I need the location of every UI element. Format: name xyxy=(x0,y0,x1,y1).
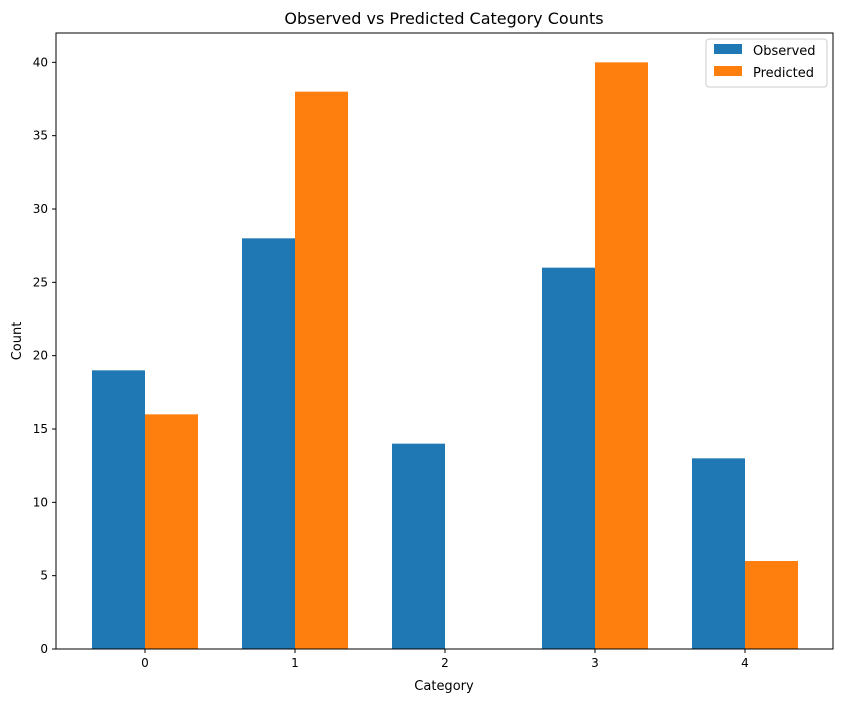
y-tick-label: 35 xyxy=(33,129,48,143)
y-tick-label: 30 xyxy=(33,202,48,216)
y-tick-label: 0 xyxy=(40,642,48,656)
y-tick-label: 10 xyxy=(33,495,48,509)
bar-observed-1 xyxy=(242,238,295,650)
y-axis-label: Count xyxy=(10,322,25,361)
y-tick-label: 25 xyxy=(33,275,48,289)
bar-predicted-1 xyxy=(295,91,348,649)
y-tick-label: 20 xyxy=(33,349,48,363)
x-axis-label: Category xyxy=(414,679,474,694)
bars-group xyxy=(92,62,798,650)
x-tick-label: 3 xyxy=(591,656,599,670)
x-tick-label: 1 xyxy=(291,656,299,670)
y-tick-label: 5 xyxy=(40,569,48,583)
bar-observed-2 xyxy=(392,443,445,649)
x-tick-label: 0 xyxy=(141,656,149,670)
bar-observed-3 xyxy=(542,267,595,649)
legend-swatch-observed xyxy=(714,44,742,54)
x-tick-label: 4 xyxy=(741,656,749,670)
bar-observed-0 xyxy=(92,370,145,649)
bar-predicted-3 xyxy=(595,62,648,650)
x-axis: 0 1 2 3 4 xyxy=(141,649,749,670)
bar-predicted-0 xyxy=(145,414,198,649)
bar-observed-4 xyxy=(692,458,745,649)
bar-predicted-4 xyxy=(745,561,798,649)
legend-label-predicted: Predicted xyxy=(753,66,814,81)
x-tick-label: 2 xyxy=(441,656,449,670)
y-tick-label: 40 xyxy=(33,55,48,69)
y-axis: 0 5 10 15 20 25 30 35 40 xyxy=(33,55,56,656)
legend-label-observed: Observed xyxy=(753,44,816,59)
legend-swatch-predicted xyxy=(714,66,742,76)
legend: Observed Predicted xyxy=(705,38,828,88)
y-tick-label: 15 xyxy=(33,422,48,436)
chart-title: Observed vs Predicted Category Counts xyxy=(284,9,603,28)
